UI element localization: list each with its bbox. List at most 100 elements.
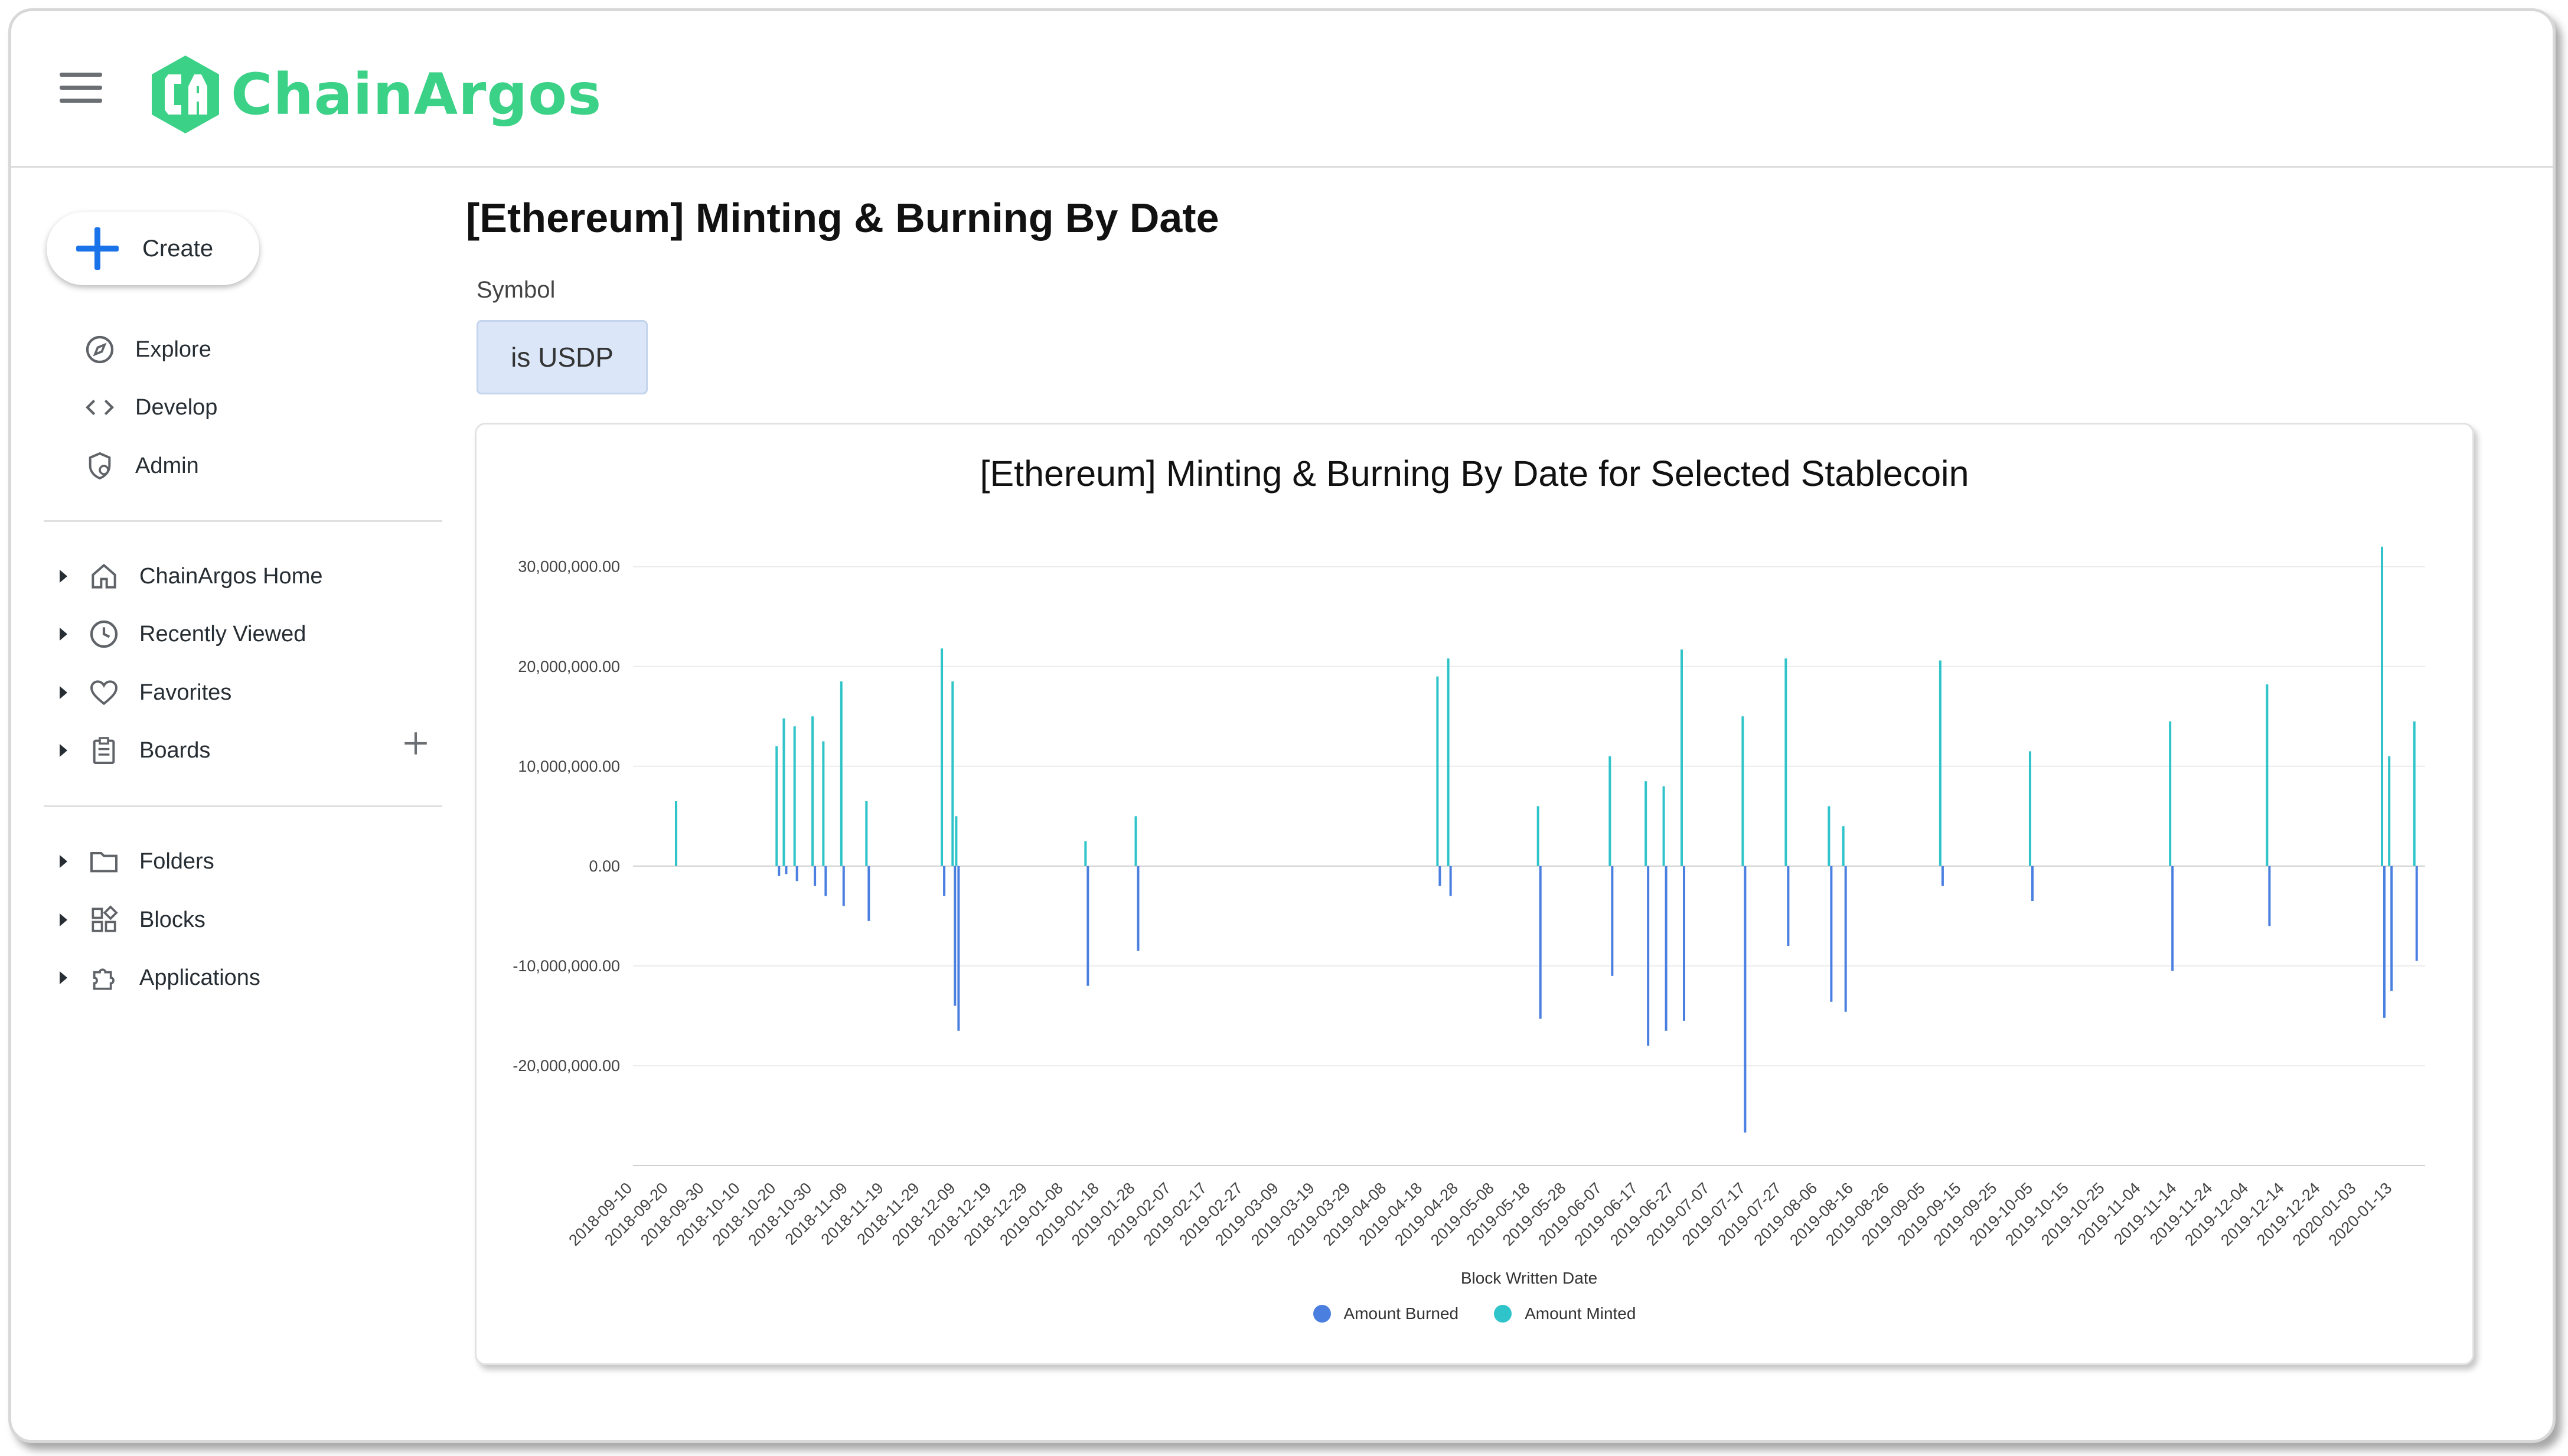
sidebar-item-blocks[interactable]: Blocks <box>47 896 205 944</box>
sidebar-item-favorites[interactable]: Favorites <box>47 669 231 716</box>
bar-burned <box>954 866 957 1006</box>
bar-burned <box>2390 866 2393 991</box>
plus-icon <box>76 227 119 270</box>
sidebar-item-applications[interactable]: Applications <box>47 954 260 1001</box>
bar-minted <box>2028 751 2031 866</box>
chainargos-logo-icon <box>152 56 219 133</box>
sidebar-item-label: Favorites <box>139 680 232 705</box>
folder-icon <box>90 852 118 873</box>
bar-minted <box>2381 546 2384 866</box>
y-tick-label: 0.00 <box>589 857 620 875</box>
bar-minted <box>674 801 677 866</box>
clock-icon <box>90 620 118 648</box>
bar-minted <box>1784 658 1787 866</box>
bar-burned <box>1665 866 1668 1031</box>
create-button[interactable]: Create <box>47 212 259 285</box>
expand-caret-icon[interactable] <box>60 855 67 868</box>
filter-label: Symbol <box>477 277 556 303</box>
bar-burned <box>1611 866 1614 976</box>
sidebar-item-label: Develop <box>135 394 218 420</box>
bar-burned <box>1539 866 1542 1019</box>
legend-label: Amount Minted <box>1525 1304 1636 1323</box>
expand-caret-icon[interactable] <box>60 686 67 699</box>
bar-burned <box>1844 866 1847 1012</box>
bar-burned <box>943 866 946 896</box>
sidebar-divider <box>44 520 442 522</box>
expand-caret-icon[interactable] <box>60 570 67 583</box>
sidebar-item-label: Folders <box>139 848 214 874</box>
bar-minted <box>1447 658 1450 866</box>
bar-burned <box>785 866 788 874</box>
bar-burned <box>814 866 817 886</box>
create-button-label: Create <box>142 235 214 262</box>
compass-icon <box>86 335 114 364</box>
top-header: ChainArgos <box>11 11 2553 168</box>
sidebar-item-explore[interactable]: Explore <box>47 326 211 373</box>
bar-minted <box>2388 756 2391 866</box>
puzzle-icon <box>93 968 115 990</box>
sidebar-item-label: Recently Viewed <box>139 621 306 647</box>
legend-dot-burned <box>1313 1305 1331 1323</box>
expand-caret-icon[interactable] <box>60 913 67 926</box>
sidebar-item-folders[interactable]: Folders <box>47 838 214 885</box>
bar-burned <box>1682 866 1685 1021</box>
sidebar-divider <box>44 805 442 807</box>
bar-minted <box>1134 816 1137 866</box>
bar-burned <box>2031 866 2034 902</box>
bar-minted <box>811 716 814 866</box>
brand-name: ChainArgos <box>231 61 602 128</box>
bar-minted <box>2413 721 2416 866</box>
y-tick-label: 10,000,000.00 <box>518 758 620 775</box>
expand-caret-icon[interactable] <box>60 744 67 757</box>
bar-burned <box>1438 866 1441 886</box>
bar-burned <box>1744 866 1747 1133</box>
bar-minted <box>775 746 778 866</box>
expand-caret-icon[interactable] <box>60 628 67 641</box>
bar-burned <box>1449 866 1452 896</box>
legend-dot-minted <box>1494 1305 1512 1323</box>
sidebar-item-chainargos-home[interactable]: ChainArgos Home <box>47 553 322 600</box>
bar-burned <box>1941 866 1944 886</box>
y-tick-label: -10,000,000.00 <box>513 957 620 975</box>
bar-burned <box>842 866 845 906</box>
sidebar-item-admin[interactable]: Admin <box>47 442 199 489</box>
symbol-filter-chip[interactable]: is USDP <box>477 320 648 394</box>
main-content: [Ethereum] Minting & Burning By Date Sym… <box>466 168 2533 1437</box>
bar-burned <box>2171 866 2174 971</box>
sidebar-item-recently-viewed[interactable]: Recently Viewed <box>47 611 306 658</box>
sidebar-item-label: Admin <box>135 453 199 478</box>
bar-minted <box>2266 684 2269 866</box>
bar-minted <box>951 681 954 866</box>
hamburger-menu-icon[interactable] <box>60 73 102 105</box>
sidebar-item-label: Explore <box>135 337 211 362</box>
bar-minted <box>1828 806 1830 866</box>
bar-burned <box>2415 866 2418 961</box>
legend-item-minted[interactable]: Amount Minted <box>1494 1304 1636 1323</box>
sidebar-item-boards[interactable]: Boards <box>47 727 210 774</box>
chart-title: [Ethereum] Minting & Burning By Date for… <box>980 453 1969 494</box>
bar-minted <box>1939 660 1942 866</box>
brand-logo[interactable]: ChainArgos <box>147 50 602 139</box>
bar-burned <box>1086 866 1089 986</box>
y-tick-label: 30,000,000.00 <box>518 558 620 576</box>
bar-minted <box>1644 781 1647 866</box>
bar-burned <box>1830 866 1833 1002</box>
y-tick-label: 20,000,000.00 <box>518 658 620 675</box>
bar-chart: 30,000,000.00 20,000,000.00 10,000,000.00 0… <box>513 546 2425 1287</box>
bar-burned <box>795 866 798 882</box>
bar-minted <box>1680 649 1683 866</box>
legend-label: Amount Burned <box>1343 1304 1459 1323</box>
bar-burned <box>1787 866 1790 946</box>
admin-gear-icon <box>89 452 111 480</box>
sidebar-item-develop[interactable]: Develop <box>47 384 217 431</box>
add-board-icon[interactable] <box>401 729 430 758</box>
clipboard-icon <box>93 737 115 764</box>
bar-burned <box>1647 866 1650 1046</box>
bar-minted <box>793 726 796 866</box>
heart-icon <box>90 680 118 706</box>
legend-item-burned[interactable]: Amount Burned <box>1313 1304 1459 1323</box>
blocks-icon <box>92 905 118 932</box>
expand-caret-icon[interactable] <box>60 971 67 984</box>
app-window: ChainArgos Create Explore Develop Admin … <box>8 8 2556 1443</box>
bar-minted <box>1436 676 1439 866</box>
